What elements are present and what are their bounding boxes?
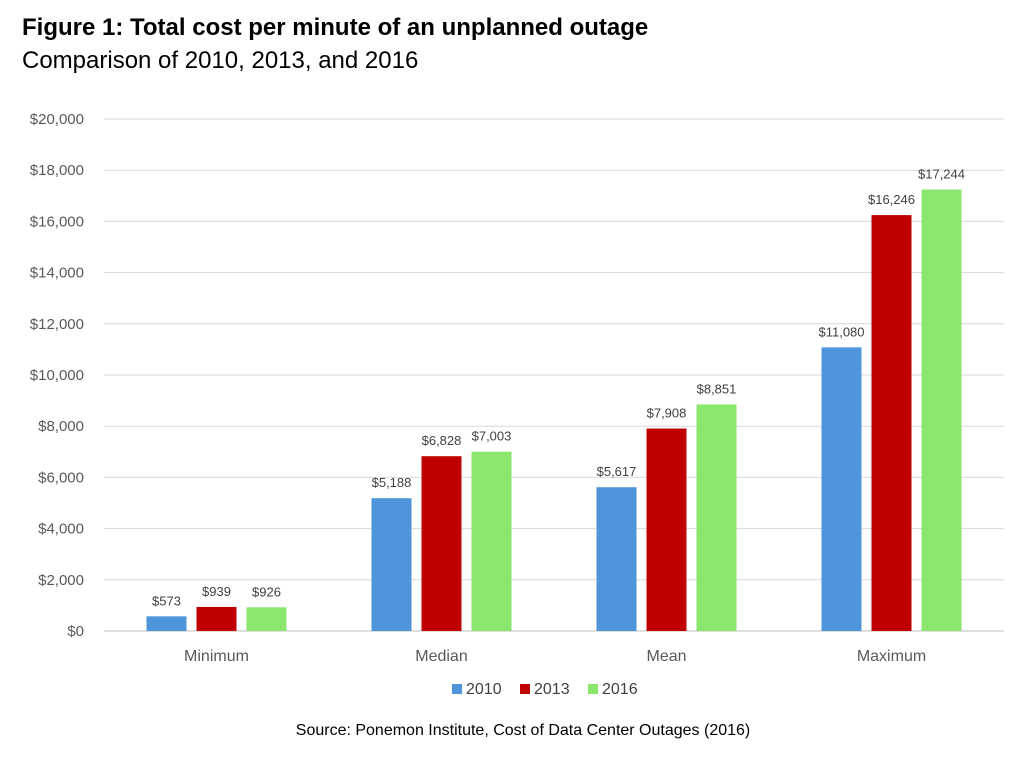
y-tick-label: $12,000 [30, 316, 84, 333]
legend-label: 2016 [602, 681, 638, 698]
bar [246, 607, 287, 631]
data-label: $5,188 [372, 475, 412, 490]
bar [871, 215, 912, 631]
bar [371, 498, 412, 631]
data-label: $939 [202, 584, 231, 599]
data-label: $8,851 [697, 381, 737, 396]
bar [821, 347, 862, 631]
bar [696, 404, 737, 631]
data-label: $6,828 [422, 433, 462, 448]
y-tick-label: $18,000 [30, 162, 84, 179]
legend-swatch [520, 684, 530, 694]
legend-label: 2010 [466, 681, 502, 698]
y-tick-label: $20,000 [30, 111, 84, 128]
legend-swatch [452, 684, 462, 694]
chart-title: Figure 1: Total cost per minute of an un… [22, 14, 649, 41]
x-tick-label: Mean [646, 648, 686, 665]
bar [471, 451, 512, 631]
y-tick-label: $0 [67, 623, 84, 640]
bar [146, 616, 187, 631]
x-tick-label: Minimum [184, 648, 249, 665]
data-label: $7,908 [647, 406, 687, 421]
data-label: $16,246 [868, 192, 915, 207]
y-tick-label: $4,000 [38, 521, 84, 538]
data-label: $5,617 [597, 464, 637, 479]
bar [196, 606, 237, 631]
data-label: $11,080 [818, 324, 864, 339]
x-tick-label: Median [415, 648, 467, 665]
source-note: Source: Ponemon Institute, Cost of Data … [295, 722, 751, 739]
chart-subtitle: Comparison of 2010, 2013, and 2016 [22, 47, 419, 74]
y-tick-label: $8,000 [38, 418, 84, 435]
y-tick-label: $16,000 [30, 213, 84, 230]
data-label: $573 [152, 593, 181, 608]
y-tick-label: $6,000 [38, 469, 84, 486]
data-label: $7,003 [472, 429, 512, 444]
y-tick-label: $10,000 [30, 367, 84, 384]
x-tick-label: Maximum [857, 648, 926, 665]
bar [921, 189, 962, 632]
legend-swatch [588, 684, 598, 694]
data-label: $926 [252, 584, 281, 599]
bar [646, 428, 687, 631]
bar [421, 456, 462, 631]
legend-label: 2013 [534, 681, 570, 698]
bar [596, 487, 637, 631]
y-tick-label: $14,000 [30, 265, 84, 282]
data-label: $17,244 [918, 167, 965, 182]
y-tick-label: $2,000 [38, 572, 84, 589]
